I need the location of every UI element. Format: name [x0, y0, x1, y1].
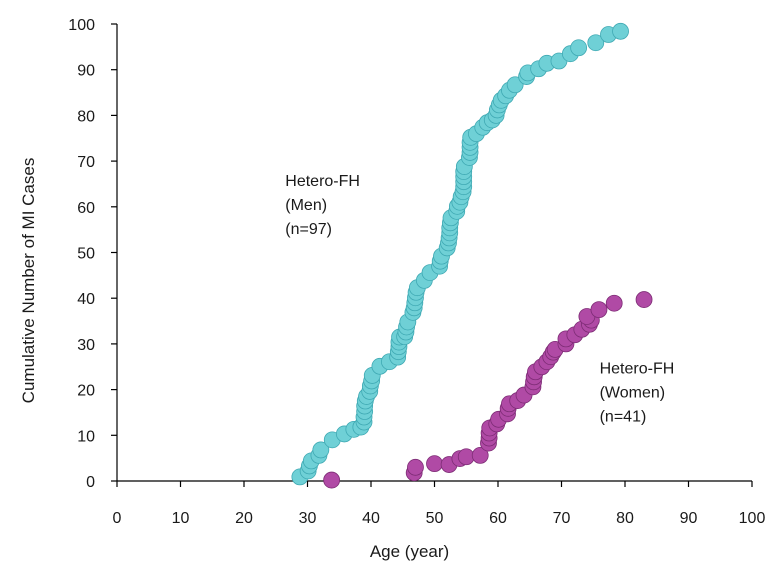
- data-point: [506, 76, 524, 94]
- data-point: [312, 441, 330, 459]
- y-tick-label: 50: [77, 246, 95, 263]
- annotation-line: (Women): [600, 385, 666, 402]
- annotation-men: Hetero-FH (Men) (n=97): [285, 173, 360, 238]
- x-tick-label: 20: [235, 510, 253, 527]
- y-axis-title: Cumulative Number of MI Cases: [19, 158, 38, 404]
- data-point: [612, 22, 629, 40]
- annotation-line: (Men): [285, 197, 327, 214]
- y-tick-label: 80: [77, 108, 95, 125]
- series-women: [323, 291, 653, 489]
- x-tick-label: 70: [553, 510, 571, 527]
- annotation-women: Hetero-FH (Women) (n=41): [600, 361, 675, 426]
- axes: 0 10 20 30 40 50 60 70 80 90 100 0 10 20 30 40 50 60 70 80…: [68, 17, 765, 527]
- x-tick-label: 90: [680, 510, 698, 527]
- x-tick-label: 80: [616, 510, 634, 527]
- y-tick-label: 100: [68, 17, 95, 34]
- data-point: [407, 458, 424, 476]
- y-tick-label: 60: [77, 200, 95, 217]
- x-tick-label: 50: [426, 510, 444, 527]
- data-point: [471, 447, 489, 464]
- y-tick-label: 10: [77, 428, 95, 445]
- annotation-line: Hetero-FH: [600, 361, 675, 378]
- data-point: [426, 455, 443, 473]
- annotation-line: Hetero-FH: [285, 173, 360, 190]
- x-tick-label: 60: [489, 510, 507, 527]
- y-ticks: 0 10 20 30 40 50 60 70 80 90 100: [68, 17, 117, 491]
- x-axis-title: Age (year): [370, 542, 449, 561]
- x-tick-label: 40: [362, 510, 380, 527]
- x-tick-label: 30: [299, 510, 317, 527]
- y-tick-label: 40: [77, 291, 95, 308]
- y-tick-label: 90: [77, 63, 95, 80]
- annotation-line: (n=41): [600, 409, 647, 426]
- data-point: [587, 34, 605, 52]
- annotations: Hetero-FH (Men) (n=97) Hetero-FH (Women) (n=4…: [285, 173, 674, 425]
- data-point: [590, 301, 608, 319]
- data-point: [457, 448, 475, 466]
- plot-points: [291, 22, 653, 489]
- y-tick-label: 30: [77, 337, 95, 354]
- x-tick-label: 0: [113, 510, 122, 527]
- y-tick-label: 20: [77, 383, 95, 400]
- data-point: [323, 471, 341, 489]
- y-tick-label: 0: [86, 474, 95, 491]
- data-point: [570, 39, 588, 57]
- x-tick-label: 100: [739, 510, 766, 527]
- y-tick-label: 70: [77, 154, 95, 171]
- series-men: [291, 22, 629, 486]
- x-ticks: 0 10 20 30 40 50 60 70 80 90 100: [113, 481, 766, 527]
- data-point: [605, 294, 623, 312]
- x-tick-label: 10: [172, 510, 190, 527]
- data-point: [635, 291, 653, 308]
- annotation-line: (n=97): [285, 221, 332, 238]
